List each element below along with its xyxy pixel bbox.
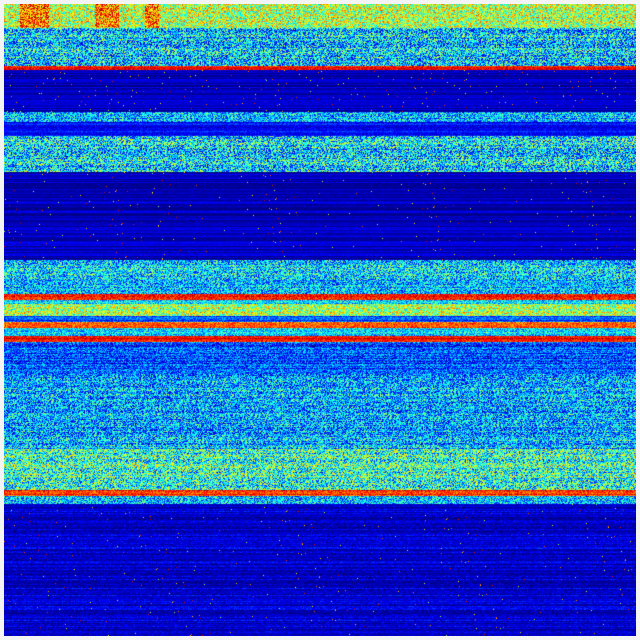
heatmap-canvas bbox=[4, 4, 636, 636]
